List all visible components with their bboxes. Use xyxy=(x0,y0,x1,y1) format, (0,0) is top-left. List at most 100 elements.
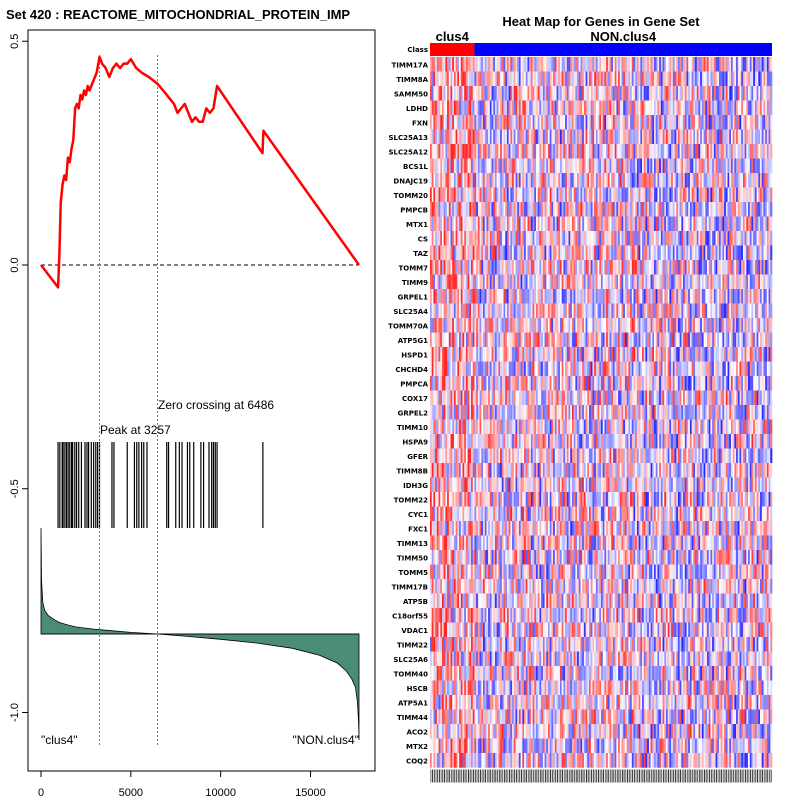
heatmap-cell xyxy=(431,202,434,217)
heatmap-cell xyxy=(739,245,742,261)
heatmap-cell xyxy=(623,57,626,72)
heatmap-cell xyxy=(518,71,521,87)
heatmap-cell xyxy=(720,57,723,72)
heatmap-cell xyxy=(749,86,752,101)
heatmap-cell xyxy=(746,332,749,348)
heatmap-cell xyxy=(707,231,710,246)
heatmap-cell xyxy=(529,100,532,116)
heatmap-cell xyxy=(477,274,480,290)
heatmap-cell xyxy=(505,86,508,101)
heatmap-cell xyxy=(471,216,474,232)
heatmap-cell xyxy=(464,100,467,116)
heatmap-cell xyxy=(554,71,557,87)
heatmap-cell xyxy=(551,216,554,232)
gene-label: MTX2 xyxy=(406,743,428,751)
heatmap-cell xyxy=(696,100,699,116)
heatmap-cell xyxy=(693,289,696,304)
heatmap-cell xyxy=(512,202,515,217)
heatmap-cell xyxy=(483,100,486,116)
heatmap-cell xyxy=(638,289,641,304)
heatmap-cell xyxy=(737,144,740,159)
x-tick-label: 10000 xyxy=(205,787,236,799)
heatmap-cell xyxy=(672,158,675,174)
heatmap-cell xyxy=(729,274,732,290)
heatmap-cell xyxy=(671,71,674,87)
heatmap-cell xyxy=(662,318,665,333)
heatmap-cell xyxy=(619,100,622,116)
heatmap-cell xyxy=(566,231,569,246)
heatmap-cell xyxy=(683,216,686,232)
heatmap-cell xyxy=(472,332,475,348)
heatmap-cell xyxy=(770,86,773,101)
heatmap-cell xyxy=(763,115,766,130)
heatmap-cell xyxy=(549,274,552,290)
heatmap-cell xyxy=(575,376,578,391)
heatmap-cell xyxy=(760,390,763,406)
heatmap-cell xyxy=(517,100,520,116)
heatmap-cell xyxy=(749,187,752,203)
heatmap-cell xyxy=(642,303,645,319)
heatmap-cell xyxy=(467,245,470,261)
heatmap-cell xyxy=(645,231,648,246)
heatmap-cell xyxy=(527,361,530,377)
heatmap-cell xyxy=(563,173,566,188)
heatmap-cell xyxy=(503,347,506,362)
heatmap-cell xyxy=(469,361,472,377)
heatmap-cell xyxy=(765,332,768,348)
heatmap-cell xyxy=(612,100,615,116)
heatmap-cell xyxy=(510,405,513,420)
heatmap-cell xyxy=(551,289,554,304)
heatmap-cell xyxy=(758,115,761,130)
heatmap-cell xyxy=(537,71,540,87)
heatmap-cell xyxy=(660,274,663,290)
heatmap-cell xyxy=(441,115,444,130)
heatmap-cell xyxy=(524,216,527,232)
heatmap-cell xyxy=(624,347,627,362)
heatmap-cell xyxy=(501,86,504,101)
heatmap-cell xyxy=(520,274,523,290)
heatmap-cell xyxy=(448,202,451,217)
heatmap-cell xyxy=(448,86,451,101)
heatmap-cell xyxy=(736,57,739,72)
heatmap-cell xyxy=(753,202,756,217)
heatmap-cell xyxy=(650,289,653,304)
heatmap-cell xyxy=(515,187,518,203)
heatmap-cell xyxy=(483,115,486,130)
heatmap-cell xyxy=(585,71,588,87)
heatmap-cell xyxy=(642,347,645,362)
heatmap-cell xyxy=(756,173,759,188)
heatmap-cell xyxy=(594,144,597,159)
heatmap-cell xyxy=(705,71,708,87)
heatmap-cell xyxy=(732,202,735,217)
heatmap-cell xyxy=(453,158,456,174)
heatmap-cell xyxy=(768,332,771,348)
heatmap-cell xyxy=(710,216,713,232)
heatmap-cell xyxy=(547,390,550,406)
heatmap-cell xyxy=(751,347,754,362)
heatmap-cell xyxy=(481,173,484,188)
heatmap-cell xyxy=(691,347,694,362)
heatmap-cell xyxy=(664,57,667,72)
heatmap-cell xyxy=(760,303,763,319)
heatmap-cell xyxy=(558,274,561,290)
heatmap-cell xyxy=(459,347,462,362)
heatmap-cell xyxy=(717,187,720,203)
heatmap-cell xyxy=(672,202,675,217)
heatmap-cell xyxy=(594,115,597,130)
heatmap-cell xyxy=(430,376,433,391)
heatmap-cell xyxy=(713,332,716,348)
heatmap-cell xyxy=(433,173,436,188)
heatmap-cell xyxy=(698,303,701,319)
heatmap-cell xyxy=(718,245,721,261)
heatmap-cell xyxy=(677,274,680,290)
heatmap-cell xyxy=(527,158,530,174)
heatmap-cell xyxy=(517,115,520,130)
heatmap-cell xyxy=(681,71,684,87)
heatmap-cell xyxy=(539,187,542,203)
heatmap-cell xyxy=(547,202,550,217)
heatmap-cell xyxy=(534,187,537,203)
heatmap-cell xyxy=(577,260,580,275)
heatmap-cell xyxy=(765,231,768,246)
x-tick-label: 0 xyxy=(38,787,44,799)
heatmap-cell xyxy=(561,274,564,290)
